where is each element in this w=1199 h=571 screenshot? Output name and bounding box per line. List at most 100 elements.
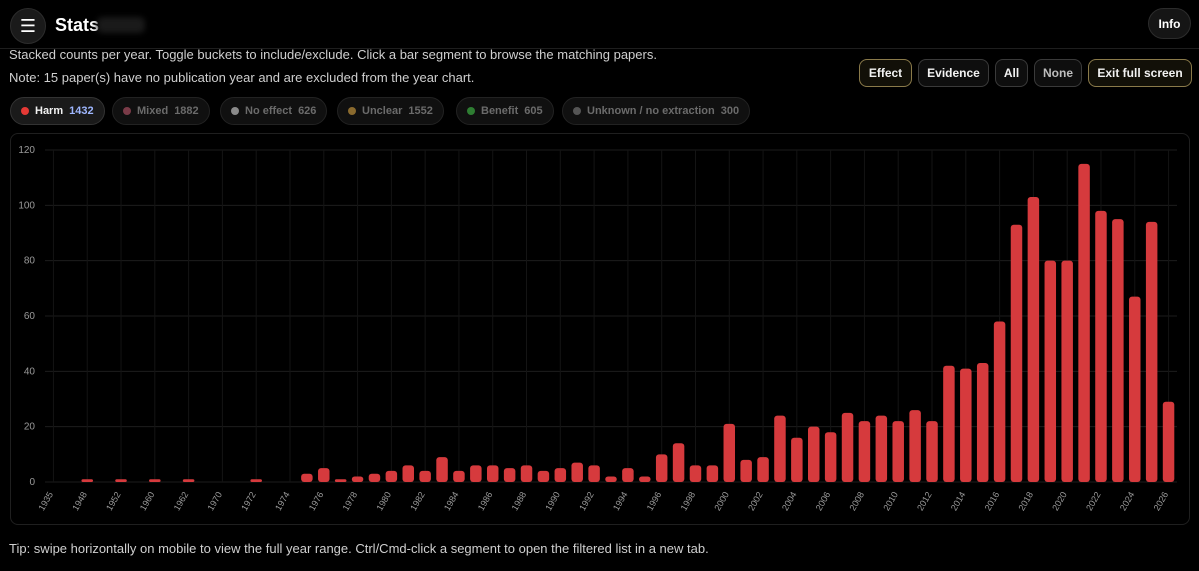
- x-tick-label: 1960: [138, 490, 157, 512]
- x-tick-label: 2022: [1084, 490, 1103, 512]
- x-tick-label: 2024: [1118, 490, 1137, 512]
- bar-harm-2023[interactable]: [1112, 219, 1124, 482]
- bar-harm-1995[interactable]: [639, 476, 651, 482]
- bar-harm-2021[interactable]: [1078, 163, 1090, 483]
- x-tick-label: 2000: [712, 490, 731, 512]
- bar-harm-1994[interactable]: [622, 468, 634, 482]
- bar-harm-2020[interactable]: [1061, 260, 1073, 482]
- bar-harm-2005[interactable]: [808, 426, 820, 482]
- bar-harm-1975[interactable]: [301, 473, 313, 482]
- bar-harm-1948[interactable]: [81, 479, 93, 482]
- bar-harm-2010[interactable]: [892, 421, 904, 482]
- bar-harm-1980[interactable]: [385, 470, 398, 482]
- bar-harm-2024[interactable]: [1129, 296, 1141, 482]
- legend-label: Mixed: [137, 105, 169, 117]
- legend-chip-no-effect[interactable]: No effect 626: [220, 97, 328, 125]
- bar-harm-1962[interactable]: [182, 479, 195, 482]
- bar-harm-1993[interactable]: [605, 476, 617, 482]
- legend-chip-unclear[interactable]: Unclear 1552: [337, 97, 444, 125]
- bar-harm-1952[interactable]: [115, 479, 127, 482]
- info-button[interactable]: Info: [1148, 8, 1191, 39]
- effect-button[interactable]: Effect: [859, 59, 912, 87]
- x-tick-label: 1980: [374, 490, 393, 512]
- x-tick-label: 2006: [814, 490, 833, 512]
- legend-chip-unknown[interactable]: Unknown / no extraction 300: [562, 97, 751, 125]
- bar-harm-2003[interactable]: [774, 415, 786, 482]
- bar-harm-1978[interactable]: [351, 476, 364, 482]
- bar-harm-2026[interactable]: [1162, 401, 1175, 482]
- bar-harm-1996[interactable]: [655, 454, 668, 482]
- y-tick-label: 120: [18, 145, 35, 156]
- bar-harm-1997[interactable]: [672, 443, 685, 482]
- legend-count: 605: [524, 105, 543, 117]
- bar-harm-1982[interactable]: [419, 470, 431, 482]
- bar-harm-2025[interactable]: [1145, 221, 1158, 482]
- bar-harm-2012[interactable]: [926, 421, 938, 482]
- bar-harm-1998[interactable]: [689, 465, 702, 482]
- usage-tip: Tip: swipe horizontally on mobile to vie…: [9, 541, 709, 556]
- bar-harm-2018[interactable]: [1027, 197, 1040, 482]
- x-tick-label: 1990: [543, 490, 562, 512]
- bar-harm-1976[interactable]: [318, 468, 330, 482]
- missing-year-note: Note: 15 paper(s) have no publication ye…: [9, 70, 475, 85]
- top-bar: ☰ Stats Info: [0, 0, 1199, 49]
- bar-harm-1981[interactable]: [402, 465, 414, 482]
- harm-dot-icon: [21, 107, 29, 115]
- legend-count: 1882: [174, 105, 199, 117]
- bar-harm-1979[interactable]: [368, 473, 381, 482]
- bar-harm-1977[interactable]: [334, 479, 347, 482]
- none-button[interactable]: None: [1034, 59, 1082, 87]
- all-button[interactable]: All: [995, 59, 1028, 87]
- legend-chip-mixed[interactable]: Mixed 1882: [112, 97, 210, 125]
- exit-full-screen-button[interactable]: Exit full screen: [1088, 59, 1192, 87]
- bar-harm-2008[interactable]: [858, 421, 871, 482]
- bar-harm-1972[interactable]: [250, 479, 262, 482]
- bar-harm-2019[interactable]: [1044, 260, 1057, 482]
- bar-harm-2000[interactable]: [723, 423, 736, 482]
- x-tick-label: 2014: [949, 490, 968, 512]
- bar-harm-1983[interactable]: [436, 457, 448, 482]
- unknown-dot-icon: [573, 107, 581, 115]
- x-tick-label: 1984: [442, 490, 461, 512]
- x-tick-label: 1986: [476, 490, 495, 512]
- bar-harm-1985[interactable]: [470, 465, 482, 482]
- menu-button[interactable]: ☰: [10, 8, 46, 44]
- bar-harm-2014[interactable]: [960, 368, 972, 482]
- bar-harm-2006[interactable]: [824, 432, 837, 482]
- bar-harm-2016[interactable]: [993, 321, 1006, 482]
- bar-harm-1960[interactable]: [149, 479, 161, 482]
- y-tick-label: 20: [24, 422, 36, 433]
- bar-harm-2009[interactable]: [875, 415, 888, 482]
- legend-count: 300: [720, 105, 740, 117]
- bar-harm-1988[interactable]: [520, 465, 533, 482]
- bar-harm-2007[interactable]: [841, 412, 854, 482]
- bar-harm-2022[interactable]: [1095, 210, 1107, 482]
- unclear-dot-icon: [348, 107, 356, 115]
- legend-count: 1552: [408, 105, 433, 117]
- bar-harm-1986[interactable]: [486, 465, 499, 482]
- redacted-title-suffix: [97, 17, 145, 33]
- x-tick-label: 1996: [645, 490, 664, 512]
- x-tick-label: 2008: [847, 490, 866, 512]
- bar-harm-1992[interactable]: [588, 465, 600, 482]
- bar-harm-1999[interactable]: [706, 465, 719, 482]
- mixed-dot-icon: [123, 107, 131, 115]
- bar-harm-2002[interactable]: [757, 457, 769, 482]
- legend-chip-benefit[interactable]: Benefit 605: [456, 97, 554, 125]
- bar-harm-2004[interactable]: [791, 437, 803, 482]
- bar-harm-2015[interactable]: [976, 363, 989, 482]
- bar-harm-2011[interactable]: [909, 410, 921, 482]
- bar-harm-2017[interactable]: [1010, 224, 1023, 482]
- x-tick-label: 1978: [341, 490, 360, 512]
- x-tick-label: 2002: [746, 490, 765, 512]
- legend-chip-harm[interactable]: Harm 1432: [10, 97, 105, 125]
- bar-harm-2001[interactable]: [740, 459, 752, 482]
- bar-harm-1984[interactable]: [453, 470, 465, 482]
- evidence-button[interactable]: Evidence: [918, 59, 989, 87]
- y-tick-label: 60: [24, 311, 36, 322]
- bar-harm-2013[interactable]: [943, 365, 955, 482]
- bar-harm-1989[interactable]: [537, 470, 550, 482]
- bar-harm-1987[interactable]: [503, 468, 516, 482]
- bar-harm-1990[interactable]: [554, 468, 567, 482]
- bar-harm-1991[interactable]: [571, 462, 583, 482]
